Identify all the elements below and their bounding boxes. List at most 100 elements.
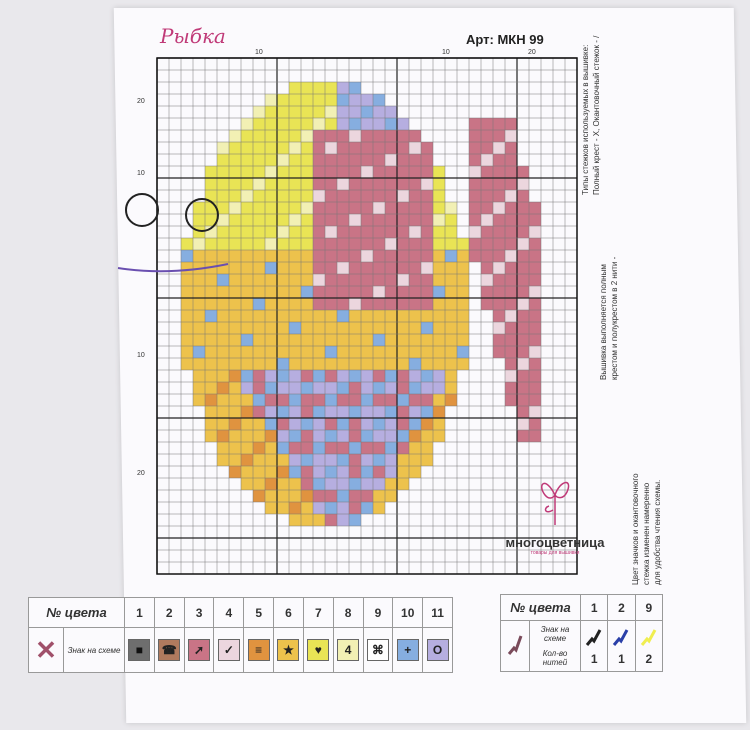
stitch-cell — [277, 154, 289, 166]
stitch-cell — [337, 274, 349, 286]
stitch-cell — [469, 190, 481, 202]
stitch-cell — [493, 250, 505, 262]
stitch-cell — [373, 478, 385, 490]
stitch-cell — [457, 274, 469, 286]
stitch-cell — [241, 214, 253, 226]
stitch-cell — [433, 358, 445, 370]
stitch-cell — [349, 166, 361, 178]
stitch-cell — [373, 154, 385, 166]
stitch-symbol: 4 — [337, 639, 360, 661]
stitch-cell — [385, 286, 397, 298]
stitch-cell — [325, 334, 337, 346]
stitch-cell — [289, 298, 301, 310]
stitch-cell — [217, 286, 229, 298]
stitch-cell — [301, 454, 313, 466]
stitch-cell — [313, 250, 325, 262]
stitch-cell — [265, 130, 277, 142]
stitch-cell — [229, 250, 241, 262]
stitch-cell — [361, 238, 373, 250]
stitch-cell — [205, 298, 217, 310]
stitch-cell — [313, 430, 325, 442]
stitch-cell — [409, 226, 421, 238]
thread-count: 2 — [645, 651, 653, 666]
stitch-cell — [373, 394, 385, 406]
stitch-cell — [313, 418, 325, 430]
stitch-cell — [241, 274, 253, 286]
stitch-cell — [409, 238, 421, 250]
stitch-cell — [433, 346, 445, 358]
stitch-cell — [229, 346, 241, 358]
symbol-cell: ♥ — [302, 627, 334, 673]
stitch-cell — [349, 130, 361, 142]
stitch-symbol: ≡ — [247, 639, 270, 661]
stitch-cell — [301, 322, 313, 334]
stitch-cell — [373, 94, 385, 106]
stitch-cell — [337, 382, 349, 394]
stitch-cell — [397, 346, 409, 358]
stitch-cell — [325, 202, 337, 214]
stitch-cell — [373, 490, 385, 502]
stitch-cell — [409, 370, 421, 382]
stitch-cell — [277, 310, 289, 322]
stitch-cell — [205, 334, 217, 346]
stitch-cell — [229, 238, 241, 250]
stitch-cell — [217, 142, 229, 154]
stitch-cell — [265, 370, 277, 382]
stitch-cell — [301, 394, 313, 406]
stitch-cell — [301, 406, 313, 418]
stitch-cell — [193, 382, 205, 394]
stitch-cell — [505, 166, 517, 178]
color-num: 11 — [422, 597, 453, 628]
stitch-cell — [373, 226, 385, 238]
stitch-cell — [433, 418, 445, 430]
stitch-cell — [241, 322, 253, 334]
stitch-cell — [529, 346, 541, 358]
stitch-cell — [409, 202, 421, 214]
stitch-cell — [253, 454, 265, 466]
stitch-cell — [373, 418, 385, 430]
stitch-cell — [397, 214, 409, 226]
stitch-cell — [181, 250, 193, 262]
backstitch-cell: 1 — [579, 620, 609, 672]
stitch-cell — [277, 478, 289, 490]
stitch-cell — [421, 334, 433, 346]
stitch-cell — [337, 238, 349, 250]
stitch-cell — [325, 430, 337, 442]
stitch-cell — [349, 322, 361, 334]
stitch-cell — [289, 514, 301, 526]
backstitch-cell: 2 — [634, 620, 664, 672]
stitch-cell — [373, 166, 385, 178]
stitch-cell — [325, 214, 337, 226]
stitch-cell — [361, 166, 373, 178]
stitch-cell — [421, 382, 433, 394]
stitch-cell — [325, 118, 337, 130]
stitch-cell — [337, 490, 349, 502]
color-num: 4 — [213, 597, 245, 628]
stitch-cell — [493, 298, 505, 310]
stitch-cell — [385, 370, 397, 382]
stitch-cell — [481, 202, 493, 214]
stitch-cell — [253, 394, 265, 406]
stitch-cell — [361, 322, 373, 334]
stitch-cell — [241, 418, 253, 430]
stitch-cell — [457, 250, 469, 262]
stitch-cell — [373, 274, 385, 286]
stitch-cell — [493, 118, 505, 130]
stitch-cell — [325, 286, 337, 298]
stitch-cell — [349, 478, 361, 490]
tick-label: 20 — [137, 470, 145, 477]
stitch-cell — [349, 358, 361, 370]
stitch-cell — [433, 322, 445, 334]
stitch-cell — [421, 418, 433, 430]
stitch-cell — [469, 202, 481, 214]
stitch-cell — [313, 226, 325, 238]
stitch-cell — [241, 358, 253, 370]
stitch-cell — [445, 346, 457, 358]
stitch-symbol: ■ — [128, 639, 151, 661]
stitch-cell — [349, 286, 361, 298]
stitch-cell — [445, 214, 457, 226]
stitch-symbol: + — [396, 639, 419, 661]
stitch-cell — [421, 358, 433, 370]
stitch-cell — [349, 466, 361, 478]
stitch-cell — [289, 394, 301, 406]
